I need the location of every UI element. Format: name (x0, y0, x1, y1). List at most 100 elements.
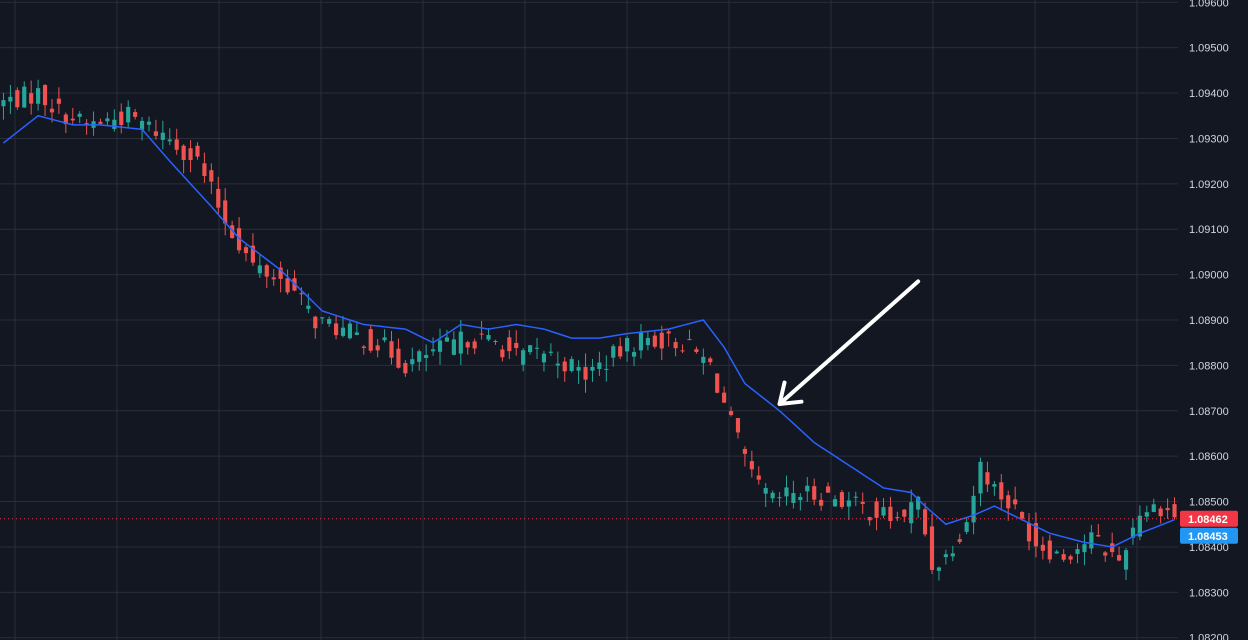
price-tick-label: 1.08800 (1189, 360, 1229, 372)
candle-body (29, 93, 34, 104)
candle (728, 406, 734, 417)
candle (243, 244, 249, 262)
candle-body (694, 349, 699, 352)
candle (77, 111, 82, 124)
candle-body (770, 492, 775, 499)
candle (271, 269, 276, 286)
price-tick-label: 1.09600 (1189, 0, 1229, 9)
candle (742, 446, 747, 467)
candle (881, 498, 886, 519)
candle (999, 473, 1004, 511)
candle-body (590, 366, 595, 371)
candle (1075, 543, 1080, 564)
arrow-annotation[interactable] (777, 279, 921, 406)
candle-body (1151, 504, 1156, 512)
candle-body (964, 522, 969, 532)
candle-body (1096, 535, 1101, 537)
candle-body (1103, 552, 1108, 556)
badge-label: 1.08453 (1188, 531, 1228, 543)
candle (590, 358, 595, 383)
candle-body (153, 131, 158, 136)
candle (735, 417, 741, 439)
candle-body (444, 337, 450, 342)
candle-body (1054, 551, 1059, 554)
candle (133, 108, 138, 120)
candle-body (708, 358, 713, 363)
candle-body (777, 497, 782, 499)
candle-body (493, 341, 498, 343)
candle (839, 489, 845, 510)
candle-body (742, 448, 747, 454)
candle-body (486, 335, 491, 340)
candle-body (507, 337, 512, 352)
candle-body (77, 113, 82, 117)
candle-body (1130, 527, 1136, 538)
candle-body (42, 85, 48, 106)
price-tick-label: 1.08200 (1189, 633, 1229, 640)
candle (1089, 524, 1094, 554)
candle-body (701, 356, 706, 363)
candle-body (929, 526, 935, 570)
candle (15, 87, 20, 110)
candle (278, 261, 283, 293)
candle-body (243, 247, 249, 254)
candle (541, 350, 547, 372)
candle-body (805, 485, 810, 492)
candle-body (722, 392, 727, 403)
candle-body (576, 367, 581, 371)
candle (1137, 505, 1142, 541)
candle (902, 509, 907, 523)
candle-body (264, 265, 269, 277)
candle-body (909, 502, 914, 524)
candle (659, 325, 664, 360)
candlestick-series (1, 79, 1177, 581)
candle (638, 323, 644, 359)
candle (971, 485, 976, 535)
candle-body (70, 118, 75, 121)
candle (119, 103, 124, 134)
candle (929, 513, 935, 574)
candle-body (673, 342, 678, 349)
candle (611, 344, 616, 367)
candle-body (652, 335, 657, 347)
candle-body (63, 114, 68, 125)
candle (347, 320, 353, 340)
candle (694, 346, 699, 354)
candle (604, 355, 609, 382)
candle-body (105, 118, 110, 122)
candle (167, 128, 172, 146)
grid-lines (0, 0, 1178, 640)
arrow-shaft (777, 279, 921, 406)
candle-body (895, 517, 900, 519)
candle (174, 128, 179, 155)
candle (493, 339, 498, 345)
candle-body (541, 353, 547, 363)
candle-body (306, 305, 311, 309)
candle-body (278, 267, 283, 279)
candle (70, 107, 75, 125)
candle (895, 511, 900, 522)
candle (313, 315, 318, 339)
candle-body (784, 487, 789, 497)
badge-background (1180, 527, 1238, 544)
price-tick-label: 1.08600 (1189, 451, 1229, 463)
price-axis[interactable]: 1.09600 1.09500 1.09400 1.09300 1.09200 1.091… (1178, 0, 1248, 640)
candle-body (216, 188, 221, 208)
candle-body (1165, 508, 1170, 511)
candle-body (645, 337, 650, 346)
candle (1068, 554, 1073, 564)
candle-body (424, 354, 429, 358)
candle-body (798, 496, 803, 501)
candle (1144, 505, 1149, 522)
candle (500, 345, 505, 362)
candle-body (465, 342, 470, 348)
candle-body (368, 329, 373, 351)
candle (777, 491, 782, 507)
candle (1026, 513, 1032, 551)
candle-body (160, 132, 165, 140)
candle (264, 263, 269, 289)
candle-body (1075, 549, 1080, 554)
candle (1013, 486, 1018, 510)
candle (424, 344, 429, 372)
